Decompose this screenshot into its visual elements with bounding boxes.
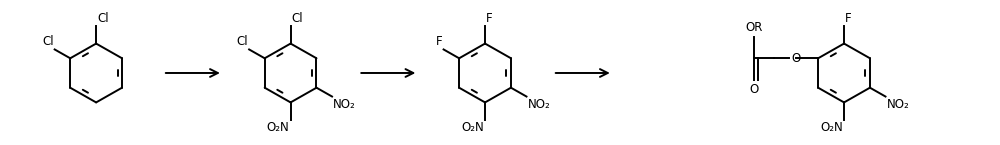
Text: O₂N: O₂N	[461, 121, 484, 134]
Text: Cl: Cl	[237, 36, 248, 48]
Text: O₂N: O₂N	[820, 121, 843, 134]
Text: OR: OR	[746, 21, 763, 34]
Text: O: O	[750, 83, 759, 96]
Text: F: F	[486, 12, 493, 25]
Text: Cl: Cl	[42, 36, 54, 48]
Text: O₂N: O₂N	[267, 121, 290, 134]
Text: F: F	[436, 36, 443, 48]
Text: O: O	[792, 52, 801, 65]
Text: NO₂: NO₂	[333, 97, 356, 110]
Text: F: F	[845, 12, 852, 25]
Text: NO₂: NO₂	[527, 97, 550, 110]
Text: Cl: Cl	[97, 12, 109, 25]
Text: NO₂: NO₂	[886, 97, 909, 110]
Text: Cl: Cl	[292, 12, 303, 25]
